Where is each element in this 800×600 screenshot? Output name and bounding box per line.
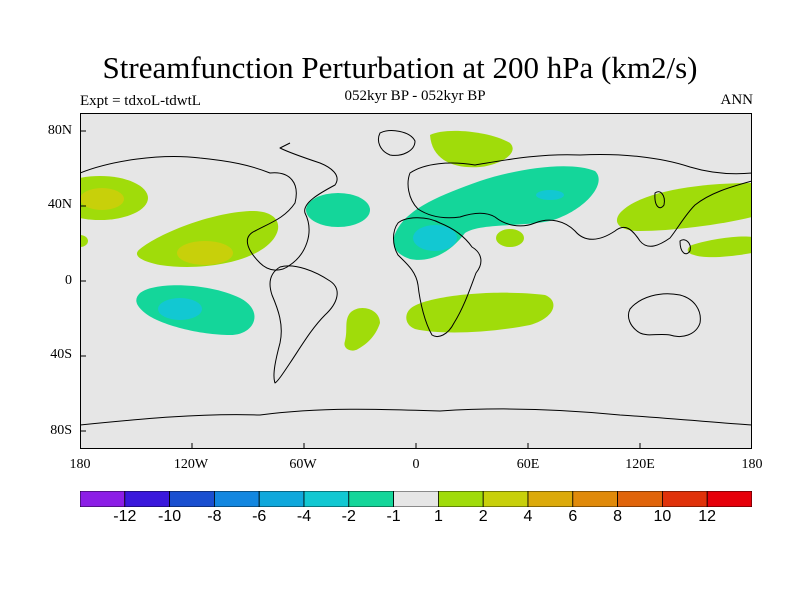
- colorbar-label: -8: [207, 508, 222, 525]
- lon-label-60e: 60E: [516, 457, 540, 472]
- colorbar-label: 1: [433, 508, 443, 525]
- colorbar-swatch: [437, 491, 484, 507]
- lat-label-0: 0: [65, 273, 72, 288]
- anomaly-core-centralasia: [536, 190, 564, 200]
- colorbar-swatch: [662, 491, 708, 507]
- coastlines: [80, 130, 752, 426]
- coastline-japan: [654, 191, 665, 209]
- colorbar-swatch: [572, 491, 618, 507]
- lon-label-180w: 180: [69, 457, 91, 472]
- map-background: [80, 113, 752, 449]
- colorbar-label: 6: [568, 508, 578, 525]
- anomaly-pos-southatlantic: [344, 308, 380, 351]
- anomaly-pos-eastasia: [616, 183, 752, 231]
- colorbar-swatch: [706, 491, 752, 507]
- colorbar-swatch: [213, 491, 260, 507]
- lon-label-180e: 180: [741, 457, 763, 472]
- colorbar-swatch: [258, 491, 305, 507]
- colorbar-swatch: [482, 491, 529, 507]
- anomaly-pos-centralamerica: [136, 210, 279, 267]
- plot-subtitle: 052kyr BP - 052kyr BP: [344, 88, 486, 104]
- coastline-greenland: [377, 130, 416, 156]
- colorbar-label: 12: [698, 508, 717, 525]
- colorbar-label: -2: [341, 508, 356, 525]
- anomaly-neg-northatlantic: [306, 193, 370, 227]
- lat-label-80s: 80S: [50, 423, 72, 438]
- lat-label-40s: 40S: [50, 347, 72, 362]
- anomaly-core-europe: [413, 225, 457, 251]
- colorbar-swatch: [393, 491, 439, 507]
- coastline-philippines: [679, 239, 691, 255]
- season-label: ANN: [720, 92, 754, 108]
- colorbar-swatch: [348, 491, 394, 507]
- colorbar-label: 10: [653, 508, 672, 525]
- colorbar-label: -6: [252, 508, 267, 525]
- lon-label-60w: 60W: [289, 457, 317, 472]
- anomaly-pos-edge-left: [80, 235, 88, 247]
- plot-title: Streamfunction Perturbation at 200 hPa (…: [102, 50, 698, 85]
- coastline-africa: [393, 217, 482, 337]
- colorbar-label: 8: [613, 508, 623, 525]
- anomaly-core-northpacific: [80, 188, 124, 210]
- anomaly-core-southpacific: [158, 298, 202, 320]
- coastline-australia: [627, 293, 701, 337]
- colorbar-swatch: [124, 491, 170, 507]
- axis-ticks: [80, 130, 641, 449]
- lon-label-0: 0: [412, 457, 420, 472]
- colorbar-label: -4: [296, 508, 312, 525]
- streamfunction-map: [80, 113, 752, 449]
- colorbar-swatch: [169, 491, 215, 507]
- colorbar-label: -10: [158, 508, 182, 525]
- colorbar-label: 2: [478, 508, 488, 525]
- coastline-north-america: [80, 142, 338, 271]
- lat-label-40n: 40N: [47, 197, 72, 212]
- colorbar-label: 4: [523, 508, 533, 525]
- anomaly-pos-westpacific: [687, 236, 752, 258]
- positive-core-regions: [80, 188, 233, 265]
- colorbar-label: -1: [386, 508, 401, 525]
- coastline-eurasia: [407, 154, 752, 247]
- positive-anomaly-regions: [80, 130, 752, 351]
- anomaly-pos-arabia: [496, 229, 524, 247]
- coastline-south-america: [269, 265, 338, 384]
- colorbar-swatch: [617, 491, 663, 507]
- lat-label-80n: 80N: [47, 123, 72, 138]
- anomaly-pos-southernafrica: [406, 292, 554, 333]
- colorbar-swatch: [527, 491, 574, 507]
- colorbar-swatch: [303, 491, 350, 507]
- anomaly-core-centralamerica: [177, 241, 233, 265]
- lon-label-120e: 120E: [625, 457, 655, 472]
- lon-label-120w: 120W: [173, 457, 209, 472]
- colorbar-label: -12: [113, 508, 137, 525]
- anomaly-pos-arctic: [430, 130, 513, 168]
- negative-core-regions: [158, 190, 564, 320]
- colorbar: [80, 491, 752, 507]
- experiment-label: Expt = tdxoL-tdwtL: [80, 93, 201, 109]
- coastline-antarctica: [80, 408, 752, 426]
- colorbar-swatch: [80, 491, 126, 507]
